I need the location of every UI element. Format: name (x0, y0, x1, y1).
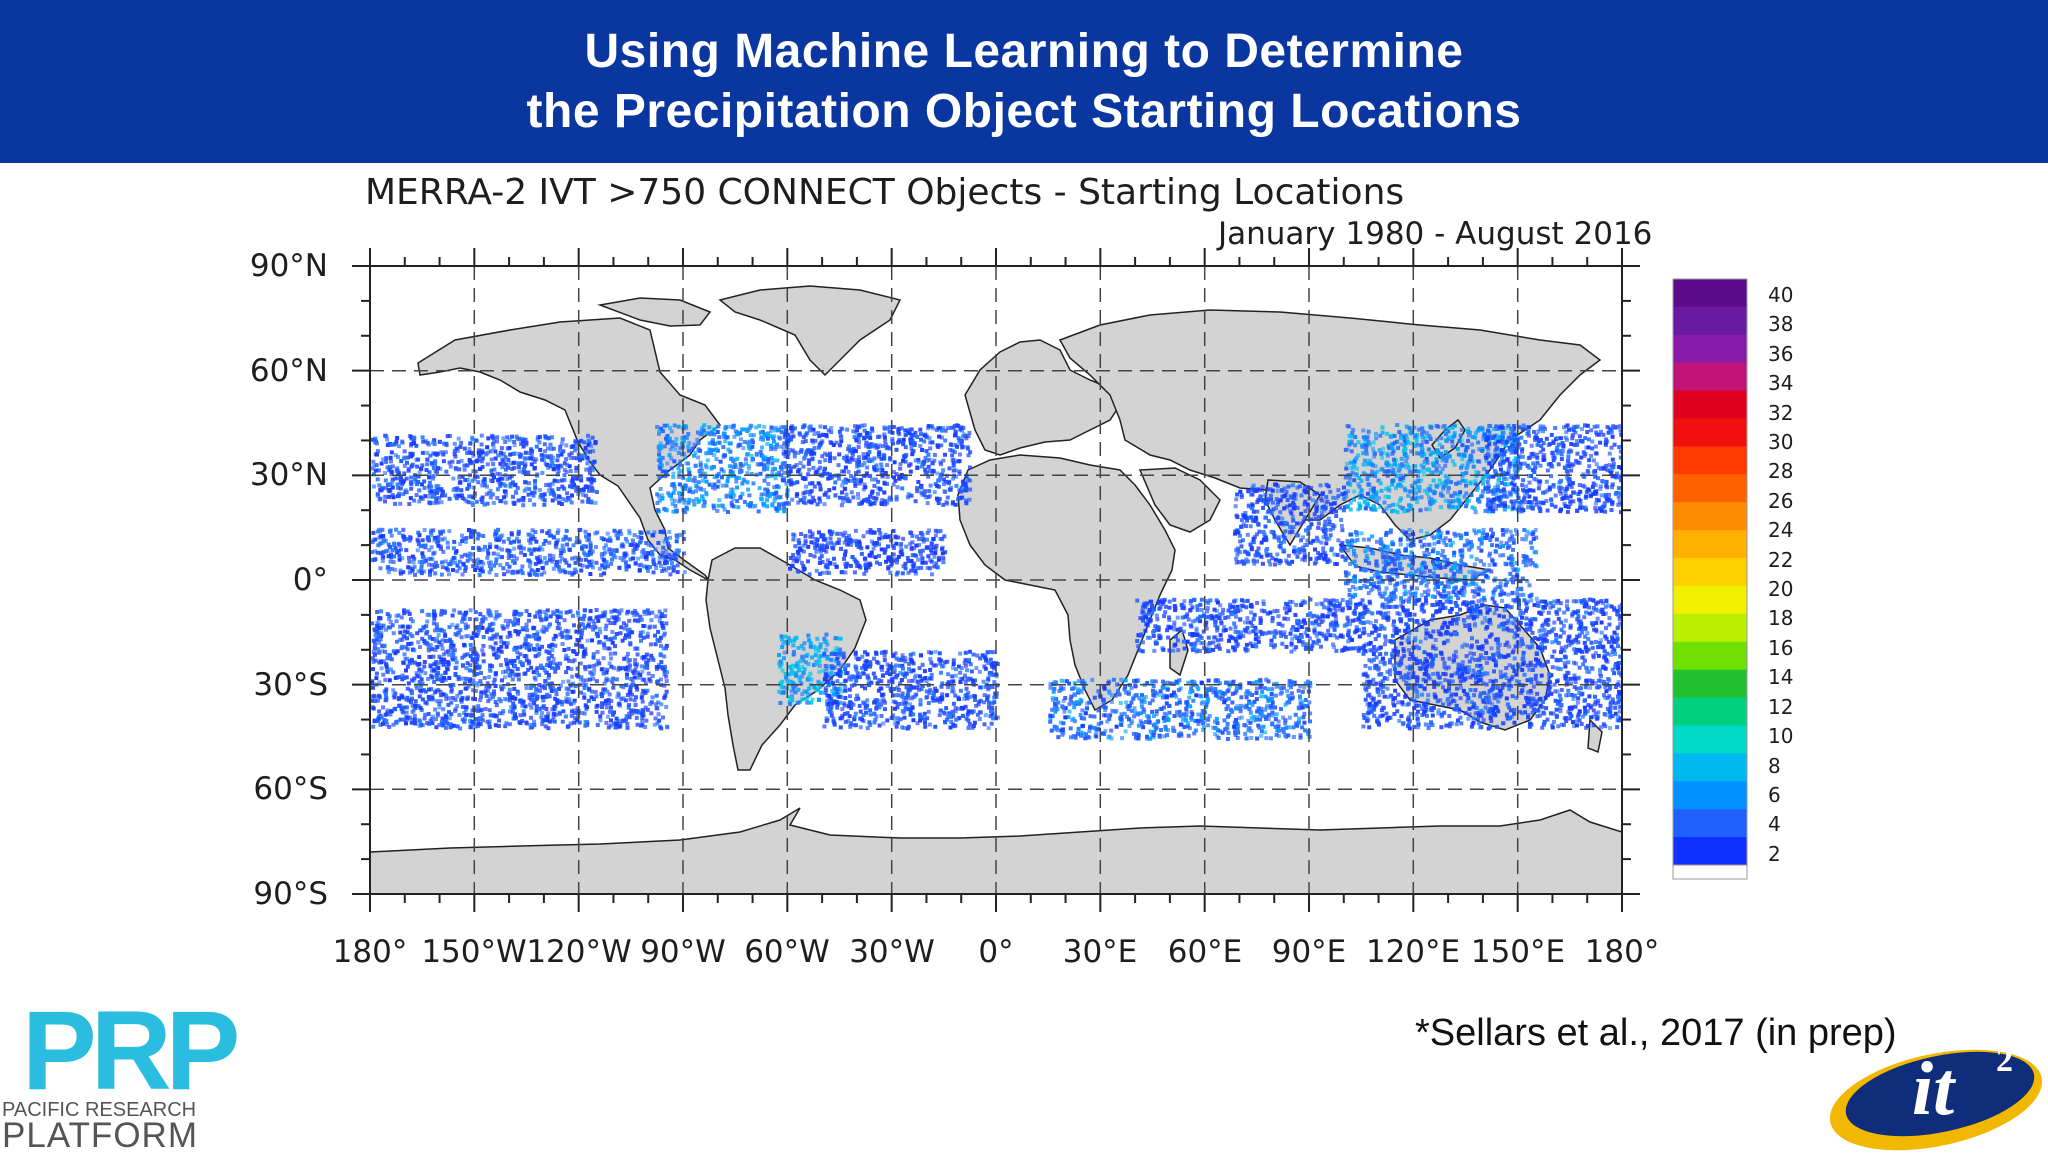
lon-tick-label: 90°E (1249, 934, 1369, 970)
lon-tick-label: 30°E (1040, 934, 1160, 970)
colorbar-swatch (1673, 809, 1747, 838)
lon-tick-label: 60°W (727, 934, 847, 970)
colorbar-swatch (1673, 530, 1747, 559)
lat-tick-label: 60°S (218, 771, 328, 807)
colorbar-swatch (1673, 419, 1747, 448)
colorbar-swatch (1673, 335, 1747, 364)
lon-tick-label: 90°W (623, 934, 743, 970)
colorbar-label: 4 (1768, 812, 1781, 836)
colorbar-swatch (1673, 502, 1747, 531)
lat-tick-label: 30°N (218, 457, 328, 493)
it2-logo: it 2 (1824, 1038, 2048, 1152)
prp-logo: PRP PACIFIC RESEARCH PLATFORM (0, 995, 200, 1152)
colorbar-label: 40 (1768, 283, 1793, 307)
colorbar-label: 10 (1768, 724, 1793, 748)
colorbar-label: 38 (1768, 312, 1793, 336)
colorbar-label: 20 (1768, 577, 1793, 601)
colorbar-label: 12 (1768, 695, 1793, 719)
lat-tick-label: 90°N (218, 248, 328, 284)
colorbar-swatch (1673, 558, 1747, 587)
colorbar-label: 26 (1768, 489, 1793, 513)
lon-tick-label: 180° (1562, 934, 1682, 970)
lon-tick-label: 120°E (1353, 934, 1473, 970)
colorbar-label: 24 (1768, 518, 1793, 542)
lon-tick-label: 150°E (1458, 934, 1578, 970)
lon-tick-label: 120°W (519, 934, 639, 970)
colorbar-label: 30 (1768, 430, 1793, 454)
lon-tick-label: 30°W (832, 934, 952, 970)
colorbar-swatch (1673, 363, 1747, 392)
colorbar-swatch (1673, 279, 1747, 308)
colorbar-label: 28 (1768, 459, 1793, 483)
colorbar-swatch (1673, 698, 1747, 727)
colorbar-swatch (1673, 781, 1747, 810)
colorbar-label: 36 (1768, 342, 1793, 366)
lat-tick-label: 30°S (218, 667, 328, 703)
colorbar-swatch (1673, 474, 1747, 503)
lat-tick-label: 0° (218, 562, 328, 598)
colorbar-label: 18 (1768, 606, 1793, 630)
colorbar-label: 34 (1768, 371, 1793, 395)
colorbar-swatch (1673, 670, 1747, 699)
colorbar-swatch (1673, 642, 1747, 671)
lon-tick-label: 0° (936, 934, 1056, 970)
colorbar-swatch (1673, 307, 1747, 336)
colorbar-swatch (1673, 726, 1747, 755)
colorbar (1673, 279, 1747, 879)
colorbar-label: 16 (1768, 636, 1793, 660)
lon-tick-label: 60°E (1145, 934, 1265, 970)
lat-tick-label: 60°N (218, 353, 328, 389)
colorbar-zero-swatch (1673, 865, 1747, 879)
lon-tick-label: 180° (310, 934, 430, 970)
colorbar-swatch (1673, 753, 1747, 782)
colorbar-label: 14 (1768, 665, 1793, 689)
colorbar-label: 22 (1768, 548, 1793, 572)
colorbar-swatch (1673, 586, 1747, 615)
colorbar-swatch (1673, 837, 1747, 866)
colorbar-swatch (1673, 614, 1747, 643)
lat-tick-label: 90°S (218, 876, 328, 912)
lon-tick-label: 150°W (414, 934, 534, 970)
colorbar-swatch (1673, 446, 1747, 475)
colorbar-label: 2 (1768, 842, 1781, 866)
colorbar-label: 32 (1768, 401, 1793, 425)
colorbar-swatch (1673, 391, 1747, 420)
colorbar-label: 8 (1768, 754, 1781, 778)
colorbar-label: 6 (1768, 783, 1781, 807)
